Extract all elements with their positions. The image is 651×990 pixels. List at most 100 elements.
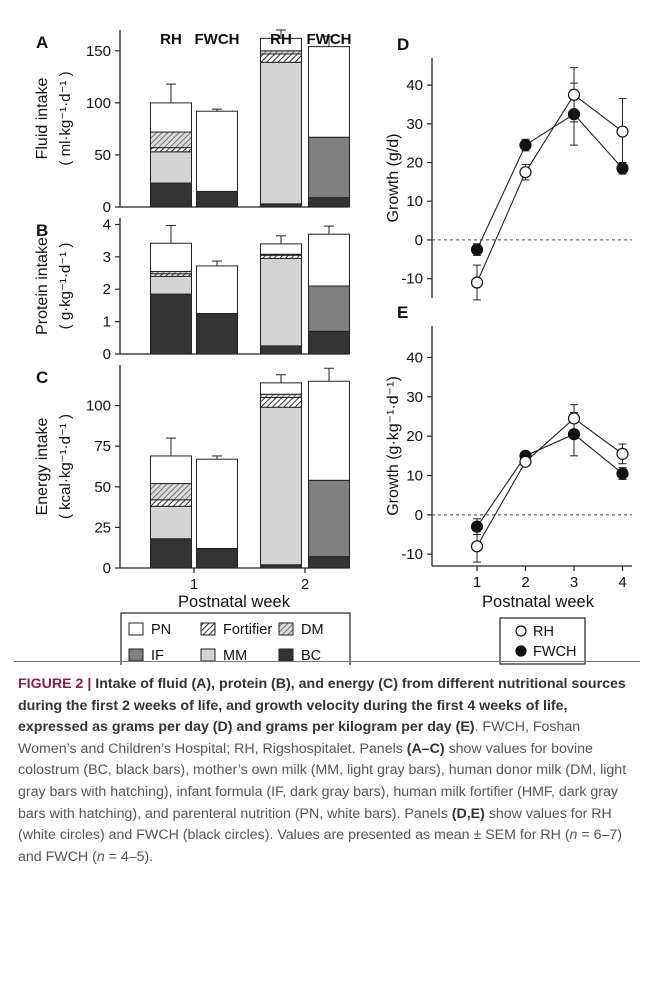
x-tick-label: 4 <box>618 574 626 591</box>
y-tick-label: 0 <box>103 199 111 216</box>
y-tick-label: 0 <box>415 232 423 249</box>
bar-rh-week2 <box>260 235 302 355</box>
bar-segment-bc <box>260 345 302 355</box>
panel-a: A 0 50 100 150 Fluid intake ( ml·kg⁻¹·d⁻¹ ) <box>34 29 350 216</box>
panel-d: D -10 0 10 20 30 40 Growth (g/d) <box>385 35 632 301</box>
y-tick-label: 4 <box>103 216 111 233</box>
panel-c: C 0 25 50 75 100 Energy intake ( kcal·kg⁻¹·d⁻¹ … <box>34 365 350 577</box>
bar-legend-box <box>120 612 351 665</box>
bar-segment-pn <box>196 110 238 192</box>
legend-swatch-mm <box>200 648 216 662</box>
data-point-rh <box>616 447 629 460</box>
y-tick-label: 0 <box>415 507 423 524</box>
line-legend: RH FWCH <box>499 617 586 665</box>
bar-segment-pn <box>308 46 350 138</box>
legend-swatch-bc <box>278 648 294 662</box>
figure-caption: FIGURE 2 | Intake of fluid (A), protein … <box>18 676 627 865</box>
x-tick-label: 1 <box>190 576 198 593</box>
series-rh <box>470 67 629 301</box>
bar-segment-mm <box>260 257 302 347</box>
bar-segment-if <box>308 479 350 558</box>
caption-panels-ac: (A–C) <box>406 740 445 757</box>
bar-segment-mm <box>260 61 302 205</box>
bar-segment-pn <box>308 380 350 481</box>
bar-segment-bc <box>196 548 238 569</box>
data-point-rh <box>567 88 581 101</box>
legend-marker-rh <box>515 625 527 637</box>
data-point-rh <box>616 125 629 138</box>
x-tick-label: 3 <box>570 574 578 591</box>
bar-segment-fortifier <box>150 499 192 507</box>
data-point-fwch <box>519 138 532 152</box>
bar-segment-dm <box>150 131 192 149</box>
bar-segment-if <box>308 136 350 199</box>
bar-segment-bc <box>196 190 238 208</box>
panel-letter-a: A <box>36 33 48 52</box>
y-tick-label: 40 <box>406 77 423 94</box>
bar-fwch-week2 <box>308 225 350 355</box>
legend-label-pn: PN <box>151 622 171 638</box>
bar-segment-pn <box>260 382 302 395</box>
y-tick-label: 25 <box>94 519 111 536</box>
column-header-fwch: FWCH <box>307 31 352 48</box>
data-point-rh <box>470 276 484 289</box>
y-tick-label: 10 <box>406 468 423 485</box>
legend-label-dm: DM <box>301 622 324 638</box>
panel-b: B 0 1 2 3 4 Protein intake ( g·kg⁻¹·d⁻¹ ) <box>34 216 350 363</box>
x-tick-label: 1 <box>473 574 481 591</box>
y-tick-label: 30 <box>406 116 423 133</box>
bar-segment-if <box>308 285 350 332</box>
panel-letter-e: E <box>397 303 408 322</box>
bar-segment-bc <box>150 538 192 569</box>
caption-n-2: n <box>96 848 105 865</box>
x-tick-label: 2 <box>521 574 529 591</box>
legend-label-fwch: FWCH <box>533 644 577 660</box>
y-tick-label: 10 <box>406 193 423 210</box>
bar-rh-week1 <box>150 437 192 569</box>
bar-rh-week1 <box>150 224 192 355</box>
y-tick-label: 50 <box>94 147 111 164</box>
bar-segment-mm <box>150 505 192 540</box>
bar-segment-mm <box>150 275 192 295</box>
y-axis-unit: ( kcal·kg⁻¹·d⁻¹ ) <box>57 414 74 519</box>
y-tick-label: 2 <box>103 281 111 298</box>
y-tick-label: 3 <box>103 249 111 266</box>
y-axis-title: Growth (g·kg⁻¹·d⁻¹) <box>385 376 402 516</box>
series-rh <box>470 404 629 563</box>
bar-segment-pn <box>150 455 192 485</box>
column-header-fwch: FWCH <box>195 31 240 48</box>
legend-label-fortifier: Fortifier <box>223 622 272 638</box>
column-header-rh: RH <box>270 31 292 48</box>
bar-segment-bc <box>150 293 192 355</box>
bar-segment-pn <box>196 458 238 550</box>
panel-letter-b: B <box>36 221 48 240</box>
y-tick-label: 50 <box>94 479 111 496</box>
x-axis-title: Postnatal week <box>178 593 291 611</box>
x-tick-label: 2 <box>301 576 309 593</box>
legend-label-mm: MM <box>223 648 247 664</box>
y-axis-unit: ( ml·kg⁻¹·d⁻¹ ) <box>57 71 74 165</box>
y-tick-label: 40 <box>406 349 423 366</box>
y-tick-label: 30 <box>406 389 423 406</box>
caption-body-1: . FWCH, Foshan Women’s and Children’s Ho… <box>18 719 581 757</box>
bar-segment-pn <box>260 243 302 255</box>
legend-swatch-dm <box>278 622 294 636</box>
bar-fwch-week1 <box>196 108 238 208</box>
line-legend-box <box>499 617 586 665</box>
bar-segment-mm <box>260 406 302 566</box>
legend-label-rh: RH <box>533 624 554 640</box>
caption-body-2: show values for bovine colostrum (BC, bl… <box>18 740 627 822</box>
bar-segment-fortifier <box>260 396 302 408</box>
y-axis-title: Fluid intake <box>34 77 51 159</box>
legend-swatch-fortifier <box>200 622 216 636</box>
bar-segment-dm <box>150 483 192 501</box>
y-tick-label: 100 <box>86 95 111 112</box>
caption-title: Intake of fluid (A), protein (B), and en… <box>18 676 626 736</box>
bar-legend: PN Fortifier DM IF MM BC <box>120 612 351 665</box>
bar-segment-mm <box>150 151 192 184</box>
bar-fwch-week1 <box>196 455 238 569</box>
y-axis-unit: ( g·kg⁻¹·d⁻¹ ) <box>57 243 74 330</box>
bar-rh-week2 <box>260 29 302 208</box>
bar-fwch-week2 <box>308 35 350 208</box>
